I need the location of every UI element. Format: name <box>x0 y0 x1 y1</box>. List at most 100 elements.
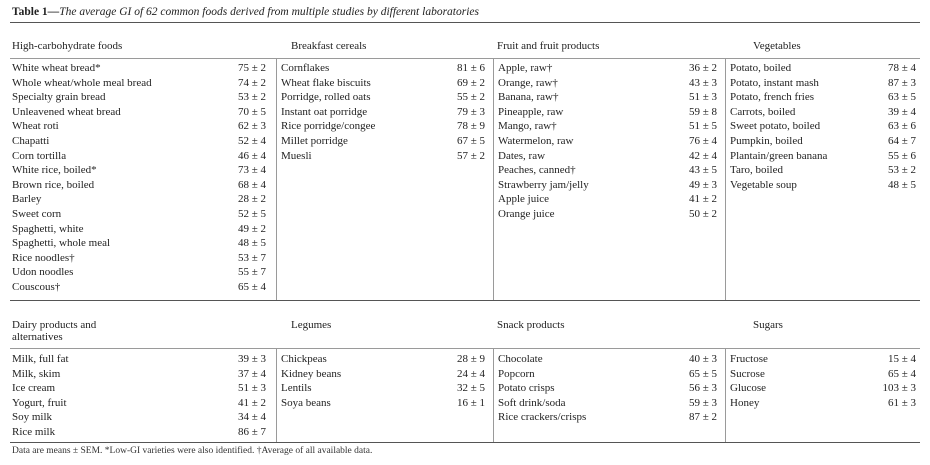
table-row: Peaches, canned† 43 ± 5 <box>498 163 717 178</box>
table-row: Barley 28 ± 2 <box>12 192 266 207</box>
gi-value: 65 ± 5 <box>688 367 717 380</box>
food-name: Porridge, rolled oats <box>281 91 371 104</box>
gi-value: 32 ± 5 <box>456 382 485 395</box>
table-row: Potato, instant mash 87 ± 3 <box>730 76 916 91</box>
table-row: Cornflakes 81 ± 6 <box>281 61 485 76</box>
column-heading: Dairy products and <box>12 319 97 331</box>
gi-value: 103 ± 3 <box>882 382 916 395</box>
table-row: Mango, raw† 51 ± 5 <box>498 119 717 134</box>
food-name: Fructose <box>730 353 768 365</box>
table-row: Apple, raw† 36 ± 2 <box>498 61 717 76</box>
food-name: Mango, raw† <box>498 120 557 133</box>
column-heading: Fruit and fruit products <box>497 40 600 52</box>
food-name: Whole wheat/whole meal bread <box>12 76 152 89</box>
food-name: Rice milk <box>12 426 56 438</box>
food-name: Chickpeas <box>281 353 327 365</box>
gi-value: 69 ± 2 <box>456 76 485 89</box>
table-row: Wheat flake biscuits 69 ± 2 <box>281 76 485 91</box>
column-heading: High-carbohydrate foods <box>12 40 123 52</box>
table-row: Couscous† 65 ± 4 <box>12 280 266 295</box>
table-row: Orange, raw† 43 ± 3 <box>498 76 717 91</box>
table-row: Rice noodles† 53 ± 7 <box>12 251 266 266</box>
column-heading: Vegetables <box>753 40 801 52</box>
table-row: Muesli 57 ± 2 <box>281 149 485 164</box>
table-row: Rice crackers/crisps 87 ± 2 <box>498 410 717 425</box>
table-title: The average GI of 62 common foods derive… <box>59 6 479 18</box>
gi-value: 43 ± 5 <box>688 164 717 177</box>
gi-value: 68 ± 4 <box>237 178 266 191</box>
gi-value: 52 ± 5 <box>237 208 266 220</box>
table-row: Lentils 32 ± 5 <box>281 381 485 396</box>
table-footnote: Data are means ± SEM. *Low-GI varieties … <box>12 446 373 456</box>
gi-value: 46 ± 4 <box>237 149 266 162</box>
table-row: Banana, raw† 51 ± 3 <box>498 90 717 105</box>
table-row: Dates, raw 42 ± 4 <box>498 149 717 164</box>
gi-value: 65 ± 4 <box>887 367 916 380</box>
food-name: Sweet potato, boiled <box>730 120 821 133</box>
gi-value: 63 ± 6 <box>887 120 916 133</box>
gi-value: 79 ± 3 <box>456 105 485 118</box>
gi-value: 59 ± 3 <box>688 396 717 409</box>
table-row: Plantain/green banana 55 ± 6 <box>730 149 916 164</box>
column-separator <box>725 349 726 442</box>
table-row: Ice cream 51 ± 3 <box>12 381 266 396</box>
food-name: Potato, french fries <box>730 91 814 104</box>
food-name: White rice, boiled* <box>12 164 97 177</box>
column-heading: Breakfast cereals <box>291 40 367 52</box>
gi-value: 87 ± 3 <box>887 76 916 89</box>
table-row: White wheat bread* 75 ± 2 <box>12 61 266 76</box>
gi-value: 65 ± 4 <box>237 281 266 293</box>
gi-value: 56 ± 3 <box>688 382 717 395</box>
food-name: Apple juice <box>498 193 550 206</box>
table-row: Apple juice 41 ± 2 <box>498 192 717 207</box>
food-name: Couscous† <box>12 281 61 293</box>
food-name: Sweet corn <box>12 208 62 220</box>
table-row: Sucrose 65 ± 4 <box>730 367 916 382</box>
gi-value: 49 ± 2 <box>237 222 266 235</box>
table-row: Glucose 103 ± 3 <box>730 381 916 396</box>
food-name: Plantain/green banana <box>730 149 828 162</box>
gi-value: 62 ± 3 <box>237 120 266 133</box>
table-row: Sweet corn 52 ± 5 <box>12 207 266 222</box>
food-name: Specialty grain bread <box>12 91 106 104</box>
table-row: Milk, full fat 39 ± 3 <box>12 352 266 367</box>
gi-value: 15 ± 4 <box>887 353 916 365</box>
food-name: Udon noodles <box>12 266 74 279</box>
food-name: Potato crisps <box>498 382 555 395</box>
food-name: Soft drink/soda <box>498 396 566 409</box>
column-heading: Sugars <box>753 319 783 331</box>
gi-value: 70 ± 5 <box>237 105 266 118</box>
table-row: Soya beans 16 ± 1 <box>281 396 485 411</box>
gi-value: 86 ± 7 <box>237 426 266 438</box>
food-name: Wheat flake biscuits <box>281 76 371 89</box>
food-name: Lentils <box>281 382 312 395</box>
gi-value: 41 ± 2 <box>237 396 266 409</box>
gi-value: 64 ± 7 <box>887 135 916 147</box>
gi-value: 55 ± 2 <box>456 91 485 104</box>
table-row: Watermelon, raw 76 ± 4 <box>498 134 717 149</box>
table-label: Table 1— <box>12 6 60 18</box>
food-name: Kidney beans <box>281 367 342 380</box>
table-row: Udon noodles 55 ± 7 <box>12 265 266 280</box>
gi-value: 24 ± 4 <box>456 367 485 380</box>
gi-value: 51 ± 3 <box>688 91 717 104</box>
food-name: Potato, boiled <box>730 62 792 74</box>
gi-value: 73 ± 4 <box>237 164 266 177</box>
food-name: Popcorn <box>498 367 535 380</box>
gi-value: 43 ± 3 <box>688 76 717 89</box>
gi-value: 74 ± 2 <box>237 76 266 89</box>
column-separator <box>725 59 726 300</box>
gi-value: 53 ± 7 <box>237 251 266 264</box>
gi-value: 48 ± 5 <box>887 178 916 191</box>
food-name: Milk, full fat <box>12 353 69 365</box>
column-separator <box>493 59 494 300</box>
table-row: Soft drink/soda 59 ± 3 <box>498 396 717 411</box>
table-row: Rice porridge/congee 78 ± 9 <box>281 119 485 134</box>
food-name: Yogurt, fruit <box>12 396 67 409</box>
table-row: Orange juice 50 ± 2 <box>498 207 717 222</box>
table-row: Wheat roti 62 ± 3 <box>12 119 266 134</box>
food-name: Carrots, boiled <box>730 105 796 118</box>
food-name: Rice noodles† <box>12 251 75 264</box>
table-row: Chocolate 40 ± 3 <box>498 352 717 367</box>
food-name: Apple, raw† <box>498 62 553 74</box>
